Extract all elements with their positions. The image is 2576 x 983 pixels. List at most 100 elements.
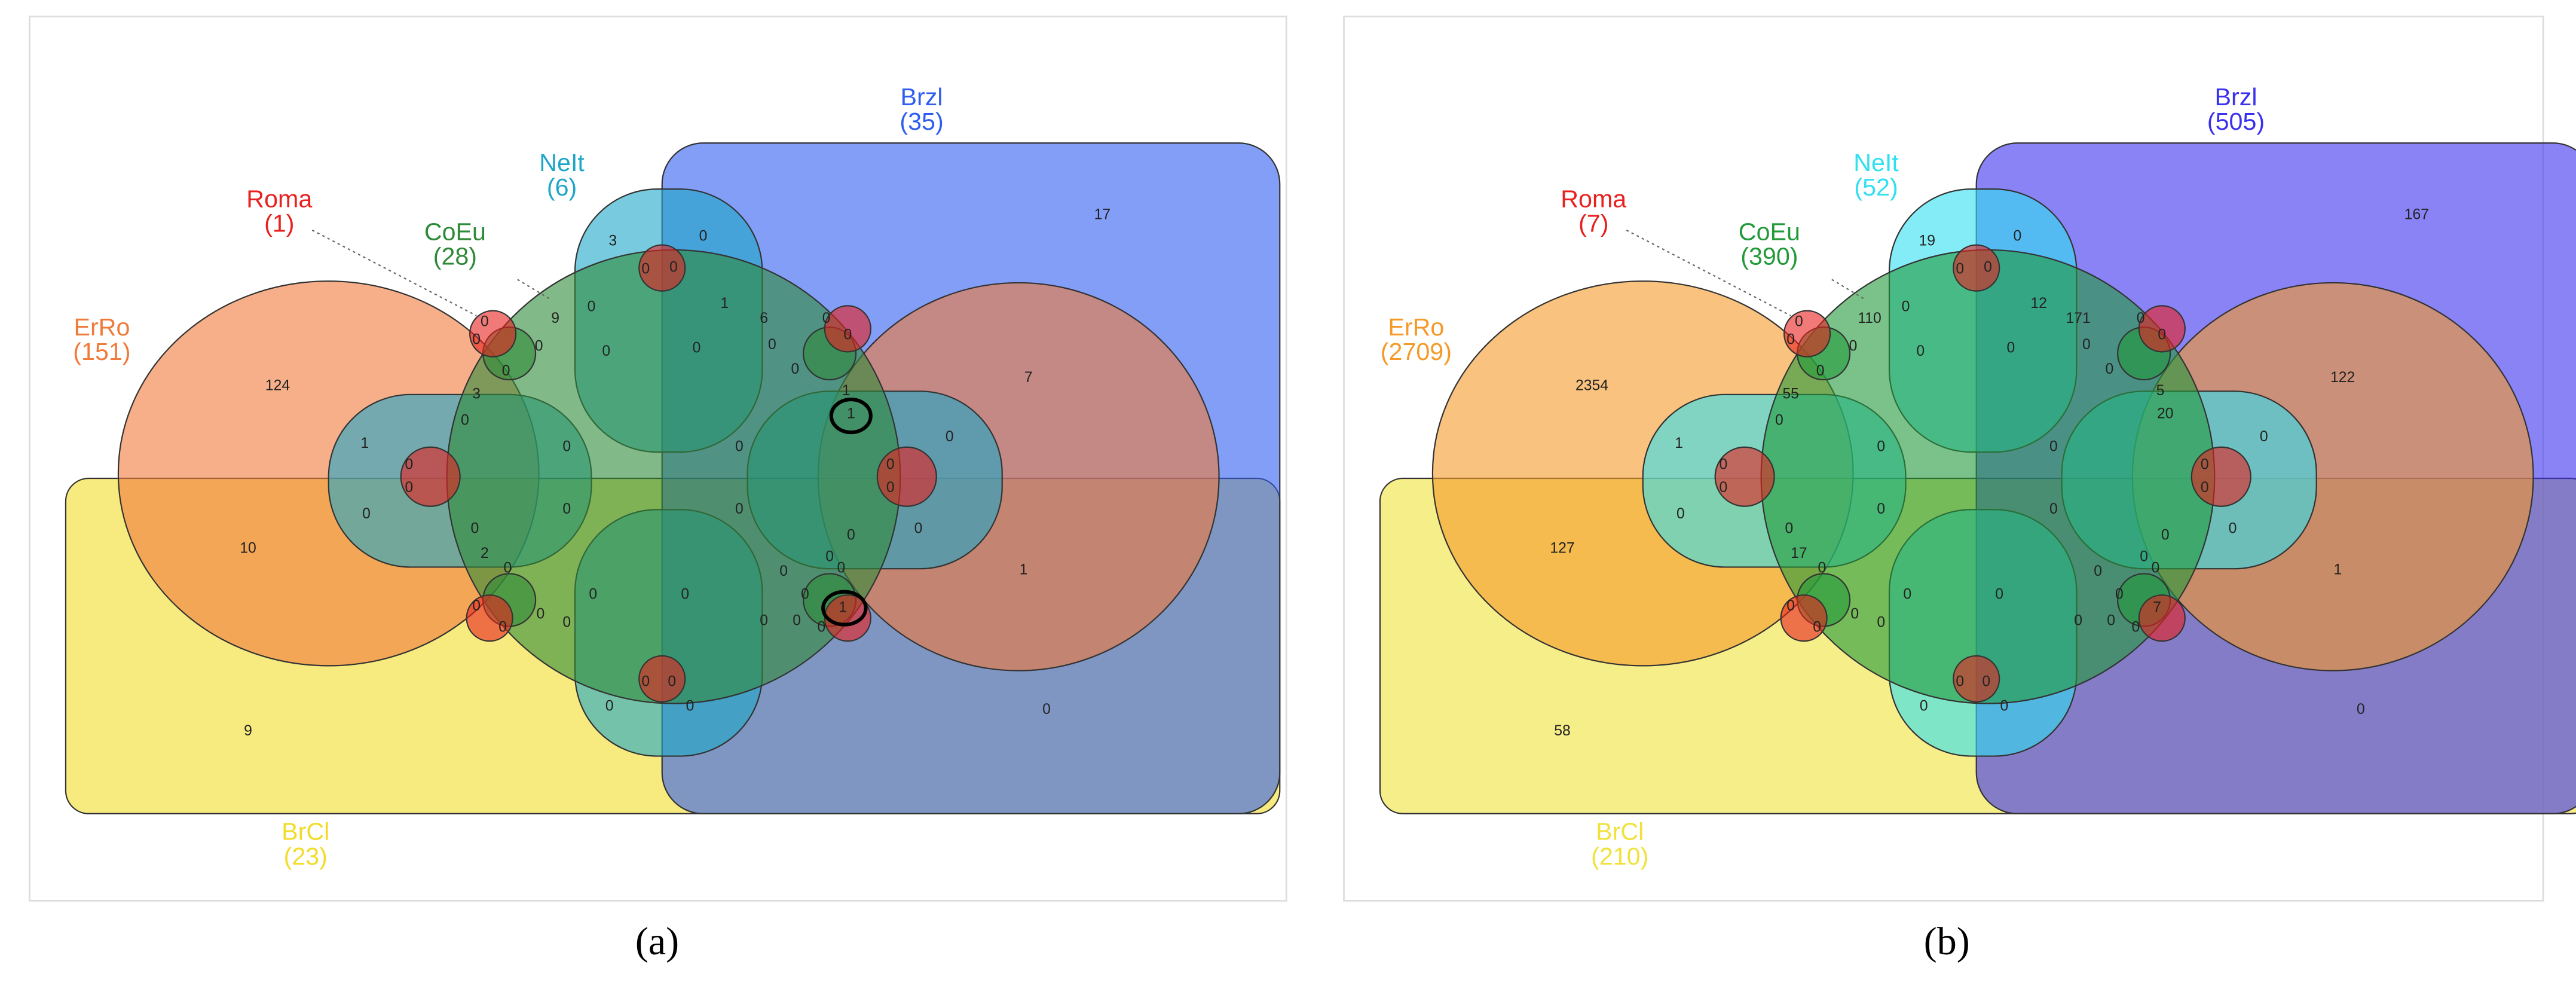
set-name: Brzl bbox=[901, 83, 943, 111]
region-count: 0 bbox=[362, 506, 371, 522]
region-count: 0 bbox=[2049, 501, 2058, 517]
region-count: 0 bbox=[1956, 261, 1964, 277]
region-count: 0 bbox=[1920, 698, 1928, 715]
set-shape bbox=[638, 655, 686, 703]
region-count: 0 bbox=[536, 606, 544, 622]
region-count: 124 bbox=[265, 378, 290, 394]
set-count: (151) bbox=[73, 338, 130, 365]
region-count: 1 bbox=[847, 405, 855, 422]
region-count: 0 bbox=[1816, 363, 1825, 379]
region-count: 0 bbox=[1720, 480, 1728, 496]
region-count: 0 bbox=[641, 673, 650, 689]
region-count: 1 bbox=[1020, 561, 1028, 578]
region-count: 167 bbox=[2404, 207, 2429, 223]
panel-label: (a) bbox=[635, 920, 679, 963]
set-count: (28) bbox=[433, 243, 477, 270]
leader-line bbox=[1831, 279, 1865, 300]
region-count: 0 bbox=[2260, 429, 2268, 445]
region-count: 0 bbox=[2049, 438, 2058, 454]
region-count: 0 bbox=[1720, 457, 1728, 473]
region-count: 0 bbox=[735, 501, 744, 517]
region-count: 0 bbox=[641, 261, 650, 277]
region-count: 1 bbox=[2334, 561, 2342, 578]
set-name: NeIt bbox=[1853, 149, 1899, 176]
region-count: 0 bbox=[1786, 332, 1795, 348]
region-count: 0 bbox=[2158, 326, 2166, 343]
region-count: 0 bbox=[1995, 587, 2003, 603]
set-name: NeIt bbox=[539, 149, 585, 176]
venn-panel: BrCl(23) Brzl(35) ErRo(151) NeIt(6) CoEu(28)… bbox=[65, 83, 1281, 870]
region-count: 122 bbox=[2330, 370, 2355, 386]
region-count: 0 bbox=[2014, 228, 2022, 244]
region-count: 0 bbox=[699, 228, 708, 244]
set-count: (505) bbox=[2207, 108, 2265, 135]
region-count: 0 bbox=[768, 337, 776, 353]
region-count: 0 bbox=[1775, 412, 1783, 428]
region-count: 0 bbox=[503, 560, 512, 576]
region-count: 0 bbox=[946, 429, 954, 445]
set-shape bbox=[1780, 594, 1828, 642]
region-count: 12 bbox=[2030, 295, 2047, 312]
region-count: 0 bbox=[472, 332, 481, 348]
region-count: 0 bbox=[791, 361, 800, 377]
region-count: 0 bbox=[886, 480, 895, 496]
region-count: 0 bbox=[1982, 673, 1990, 689]
set-count: (2709) bbox=[1381, 338, 1452, 365]
region-count: 0 bbox=[1786, 598, 1795, 614]
region-count: 19 bbox=[1919, 233, 1936, 249]
region-count: 20 bbox=[2157, 405, 2174, 422]
region-count: 3 bbox=[472, 386, 481, 402]
set-shape bbox=[876, 446, 937, 507]
region-count: 1 bbox=[1675, 435, 1683, 451]
region-count: 0 bbox=[1676, 506, 1685, 522]
set-shape bbox=[1953, 655, 2000, 703]
region-count: 0 bbox=[1795, 313, 1803, 329]
set-shape bbox=[400, 446, 461, 507]
region-count: 0 bbox=[502, 363, 510, 379]
region-count: 0 bbox=[562, 501, 571, 517]
region-count: 58 bbox=[1554, 723, 1571, 739]
region-count: 0 bbox=[2007, 340, 2015, 356]
set-name: Roma bbox=[246, 185, 312, 212]
set-shape bbox=[824, 305, 871, 353]
region-count: 0 bbox=[2161, 527, 2170, 544]
set-shape bbox=[469, 310, 517, 358]
region-count: 0 bbox=[886, 457, 895, 473]
set-shape bbox=[824, 594, 871, 642]
set-count: (7) bbox=[1578, 210, 1608, 237]
set-count: (52) bbox=[1854, 173, 1898, 201]
highlight-circle bbox=[821, 590, 868, 627]
set-count: (35) bbox=[900, 108, 943, 135]
region-count: 0 bbox=[779, 563, 788, 579]
region-count: 0 bbox=[1849, 338, 1858, 355]
region-count: 1 bbox=[842, 383, 850, 399]
region-count: 0 bbox=[914, 521, 923, 537]
set-shape bbox=[2138, 594, 2186, 642]
region-count: 0 bbox=[1916, 343, 1925, 359]
region-count: 55 bbox=[1782, 386, 1799, 402]
region-count: 0 bbox=[2131, 619, 2140, 636]
region-count: 0 bbox=[847, 527, 855, 544]
region-count: 0 bbox=[1877, 614, 1885, 630]
region-count: 0 bbox=[2137, 310, 2145, 326]
region-count: 0 bbox=[1785, 521, 1793, 537]
region-count: 0 bbox=[801, 587, 809, 603]
region-count: 0 bbox=[1042, 701, 1051, 718]
region-count: 0 bbox=[2105, 361, 2113, 377]
region-count: 0 bbox=[1877, 438, 1885, 454]
panel-label: (b) bbox=[1924, 920, 1970, 963]
region-count: 6 bbox=[760, 310, 768, 326]
region-count: 0 bbox=[669, 260, 678, 276]
region-count: 0 bbox=[405, 480, 414, 496]
set-count: (1) bbox=[264, 210, 294, 237]
region-count: 0 bbox=[2151, 560, 2159, 576]
region-count: 7 bbox=[1024, 370, 1033, 386]
region-count: 9 bbox=[551, 310, 559, 326]
region-count: 0 bbox=[2107, 613, 2115, 629]
set-count: (6) bbox=[547, 173, 577, 201]
region-count: 0 bbox=[562, 438, 571, 454]
region-count: 0 bbox=[461, 412, 469, 428]
region-count: 0 bbox=[2082, 337, 2091, 353]
region-count: 0 bbox=[481, 313, 489, 329]
